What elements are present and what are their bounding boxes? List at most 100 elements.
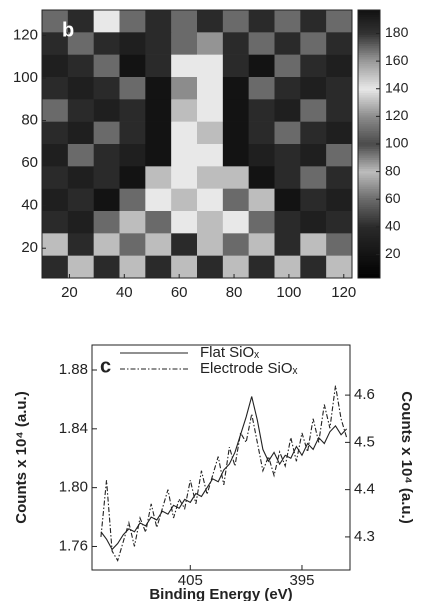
- colorbar-band: [358, 130, 380, 134]
- heatmap-cell: [119, 121, 146, 145]
- heatmap-cell: [248, 99, 275, 122]
- heatmap-cell: [119, 166, 146, 189]
- colorbar-band: [358, 224, 380, 228]
- colorbar-band: [358, 152, 380, 156]
- colorbar-band: [358, 70, 380, 73]
- colorbar-band: [358, 211, 380, 214]
- colorbar-band: [358, 114, 380, 118]
- colorbar-band: [358, 188, 380, 192]
- heatmap-cell: [197, 166, 224, 189]
- heatmap-cell: [274, 188, 301, 212]
- colorbar-band: [358, 56, 380, 60]
- heatmap-cell: [171, 166, 198, 189]
- heatmap-cell: [326, 144, 353, 167]
- colorbar-band: [358, 77, 380, 80]
- heatmap-cell: [42, 10, 69, 33]
- y-tick-label: 100: [13, 69, 38, 86]
- heatmap-cell: [145, 99, 172, 122]
- heatmap-cell: [93, 121, 120, 145]
- x-tick-label: 120: [331, 284, 356, 301]
- colorbar-band: [358, 90, 380, 94]
- heatmap-cell: [326, 121, 353, 145]
- heatmap-cell: [197, 233, 224, 256]
- heatmap-cell: [248, 121, 275, 145]
- heatmap-cell: [248, 32, 275, 55]
- colorbar-band: [358, 10, 380, 13]
- heatmap-cell: [222, 166, 249, 189]
- heatmap-cell: [197, 211, 224, 234]
- x-tick-label: 405: [178, 572, 203, 589]
- colorbar-band: [358, 59, 380, 62]
- heatmap-cell: [300, 188, 327, 212]
- heatmap-cell: [248, 188, 275, 212]
- colorbar-band: [358, 193, 380, 196]
- colorbar-band: [358, 126, 380, 129]
- heatmap-cell: [42, 233, 69, 256]
- colorbar-band: [358, 195, 380, 198]
- x-tick-label: 395: [289, 572, 314, 589]
- colorbar-band: [358, 27, 380, 31]
- heatmap-cell: [93, 255, 120, 279]
- colorbar-band: [358, 61, 380, 64]
- colorbar-band: [358, 99, 380, 102]
- heatmap-cell: [326, 188, 353, 212]
- colorbar-band: [358, 32, 380, 35]
- colorbar-band: [358, 257, 380, 261]
- colorbar-band: [358, 269, 380, 272]
- colorbar-band: [358, 190, 380, 194]
- heatmap-cell: [197, 121, 224, 145]
- colorbar-band: [358, 246, 380, 250]
- colorbar-band: [358, 173, 380, 176]
- heatmap-cell: [42, 188, 69, 212]
- colorbar-band: [358, 36, 380, 40]
- colorbar-band: [358, 150, 380, 154]
- x-tick-label: 80: [226, 284, 243, 301]
- heatmap-cell: [93, 188, 120, 212]
- y2-tick-label: 4.4: [354, 481, 375, 498]
- colorbar-band: [358, 50, 380, 53]
- colorbar-band: [358, 146, 380, 149]
- colorbar-band: [358, 157, 380, 161]
- legend-label: Flat SiOₓ: [200, 344, 259, 361]
- colorbar-band: [358, 139, 380, 143]
- colorbar-band: [358, 184, 380, 187]
- heatmap-cell: [93, 77, 120, 100]
- heatmap-cell: [248, 166, 275, 189]
- heatmap-cell: [274, 54, 301, 78]
- heatmap-cell: [145, 77, 172, 100]
- heatmap-cell: [222, 255, 249, 279]
- heatmap-cell: [274, 10, 301, 33]
- heatmap-cell: [67, 54, 94, 78]
- heatmap-cell: [248, 255, 275, 279]
- heatmap-cell: [171, 144, 198, 167]
- x-tick-label: 100: [276, 284, 301, 301]
- colorbar-band: [358, 175, 380, 178]
- heatmap-cell: [300, 99, 327, 122]
- colorbar-band: [358, 170, 380, 174]
- heatmap-cell: [67, 188, 94, 212]
- panel-label: c: [100, 355, 111, 377]
- heatmap-cell: [300, 121, 327, 145]
- y-tick-label: 1.80: [59, 479, 88, 496]
- heatmap-cell: [300, 10, 327, 33]
- colorbar-band: [358, 21, 380, 24]
- colorbar-band: [358, 54, 380, 58]
- colorbar-band: [358, 79, 380, 82]
- heatmap-cell: [274, 255, 301, 279]
- heatmap-cell: [222, 77, 249, 100]
- heatmap-cell: [326, 32, 353, 55]
- heatmap-cell: [248, 211, 275, 234]
- colorbar-band: [358, 255, 380, 259]
- colorbar-tick-label: 80: [385, 162, 401, 178]
- colorbar-band: [358, 135, 380, 138]
- heatmap-cell: [145, 10, 172, 33]
- heatmap-cell: [119, 99, 146, 122]
- heatmap-cell: [326, 166, 353, 189]
- colorbar-band: [358, 94, 380, 98]
- colorbar-band: [358, 240, 380, 243]
- heatmap-cell: [119, 211, 146, 234]
- heatmap-cell: [67, 32, 94, 55]
- colorbar-band: [358, 215, 380, 219]
- colorbar-band: [358, 18, 380, 22]
- colorbar-band: [358, 30, 380, 33]
